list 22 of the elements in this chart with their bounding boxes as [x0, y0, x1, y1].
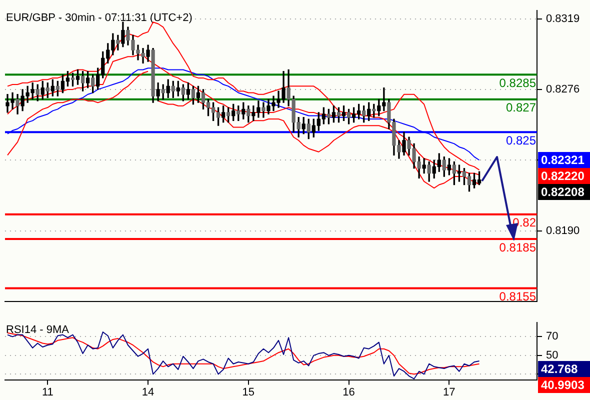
ref-line-label: 0.827 — [506, 100, 536, 115]
x-tick-label: 17 — [443, 386, 456, 398]
x-tick-label: 14 — [142, 386, 154, 398]
ref-line-label: 0.8285 — [499, 76, 536, 90]
x-tick-label: 11 — [42, 386, 54, 398]
y-tick-label: 0.8319 — [546, 12, 580, 25]
text: 42.768 — [541, 362, 578, 376]
x-tick-label: 16 — [342, 386, 355, 398]
text: 0.82220 — [541, 168, 585, 183]
y-tick-label: 0.8276 — [546, 83, 580, 96]
y-tick-label: 70 — [546, 330, 558, 343]
chart-title: RSI14 - 9MA — [6, 324, 70, 336]
text: 0.82321 — [541, 152, 585, 167]
ref-line-label: 0.8185 — [499, 240, 536, 254]
x-tick-label: 15 — [242, 386, 255, 398]
text: 40.9903 — [541, 378, 585, 392]
y-tick-label: 0.8190 — [546, 224, 580, 237]
chart-title: EUR/GBP - 30min - 07:11:31 (UTC+2) — [6, 12, 192, 24]
ref-line-label: 0.8155 — [499, 290, 536, 304]
text: 0.82208 — [541, 184, 585, 199]
y-tick-label: 50 — [546, 349, 558, 362]
ref-line-label: 0.825 — [506, 133, 536, 148]
